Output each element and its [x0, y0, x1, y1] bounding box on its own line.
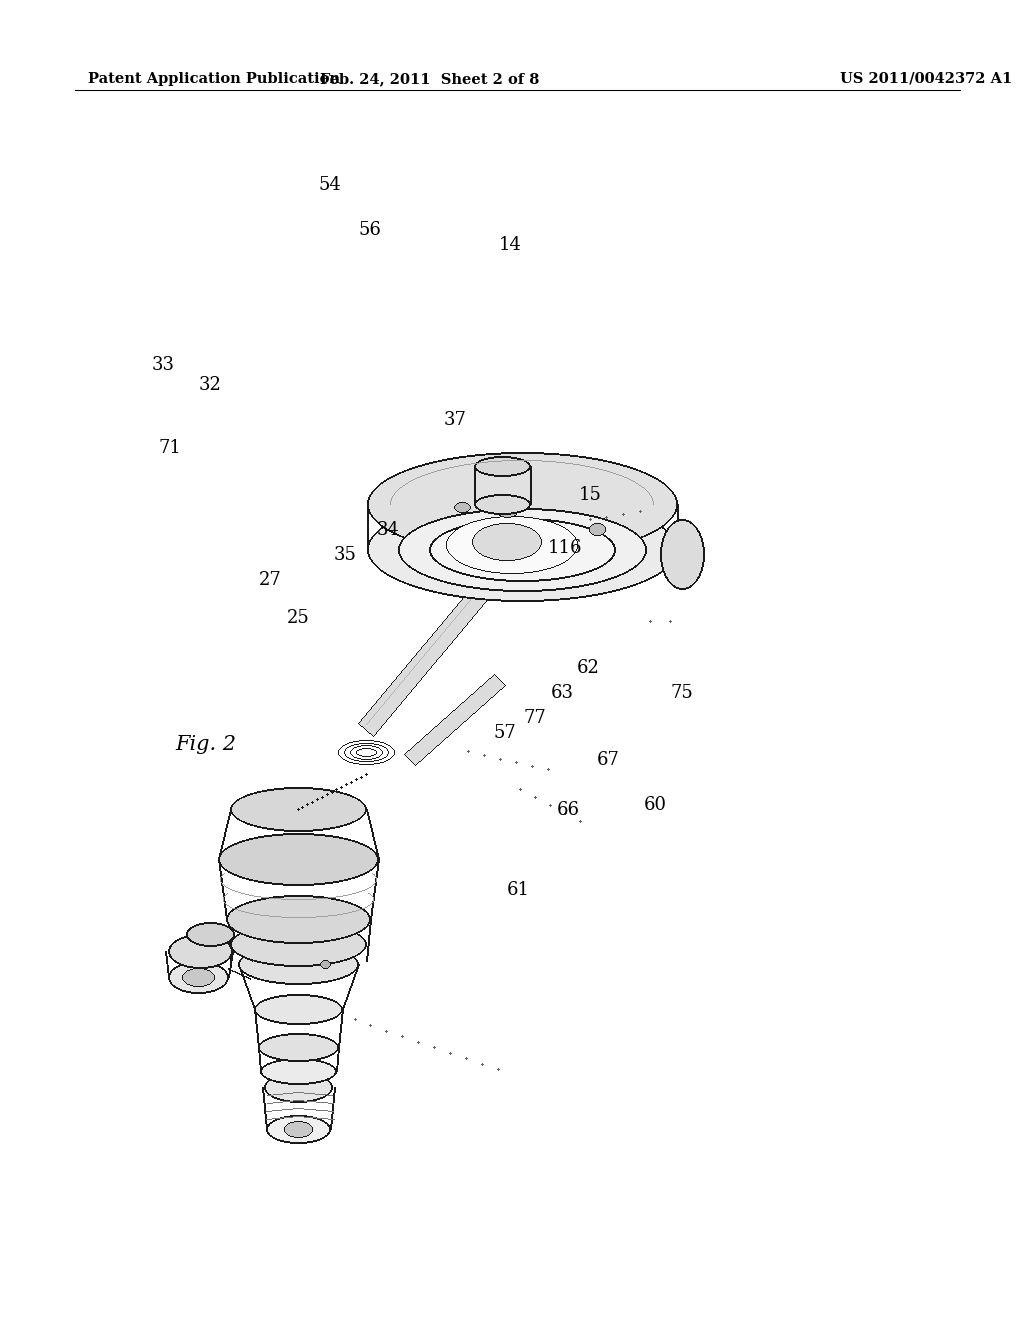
Text: 116: 116 [548, 539, 583, 557]
Text: Patent Application Publication: Patent Application Publication [88, 73, 340, 86]
Text: 35: 35 [334, 546, 356, 564]
Text: 62: 62 [577, 659, 599, 677]
Text: 60: 60 [643, 796, 667, 814]
Text: 15: 15 [579, 486, 601, 504]
Text: 75: 75 [671, 684, 693, 702]
Text: 37: 37 [443, 411, 467, 429]
Text: 66: 66 [556, 801, 580, 818]
Text: 27: 27 [259, 572, 282, 589]
Text: 61: 61 [507, 880, 529, 899]
Text: 57: 57 [494, 723, 516, 742]
Text: 54: 54 [318, 176, 341, 194]
Text: Fig. 2: Fig. 2 [175, 735, 236, 755]
Text: 25: 25 [287, 609, 309, 627]
Text: Feb. 24, 2011  Sheet 2 of 8: Feb. 24, 2011 Sheet 2 of 8 [321, 73, 540, 86]
Text: 32: 32 [199, 376, 221, 393]
Text: 34: 34 [377, 521, 399, 539]
Text: 63: 63 [551, 684, 573, 702]
Text: US 2011/0042372 A1: US 2011/0042372 A1 [840, 73, 1013, 86]
Text: 56: 56 [358, 220, 381, 239]
Text: 14: 14 [499, 236, 521, 253]
Text: 67: 67 [597, 751, 620, 770]
Text: 33: 33 [152, 356, 174, 374]
Text: 77: 77 [523, 709, 547, 727]
Text: 71: 71 [159, 440, 181, 457]
